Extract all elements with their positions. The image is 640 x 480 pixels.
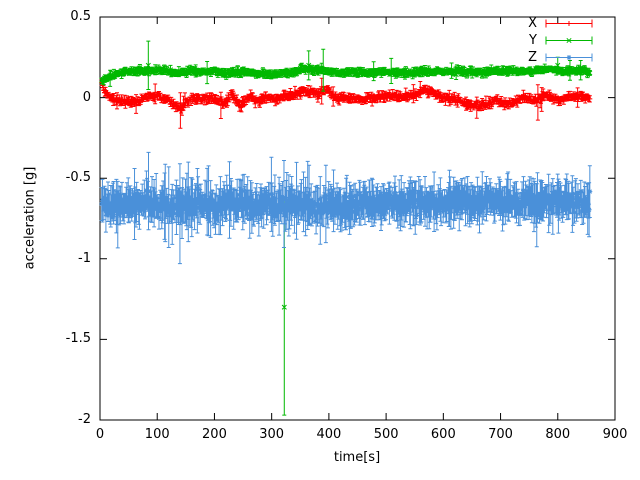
y-tick-label: 0.5 <box>70 9 91 24</box>
legend-label-y: Y <box>529 33 537 48</box>
y-tick-label: -1 <box>78 250 91 266</box>
legend-label-z: Z <box>528 50 537 65</box>
legend-item-y: Y <box>0 32 537 49</box>
y-tick-label: -2 <box>78 412 91 427</box>
x-tick-label: 700 <box>488 427 513 442</box>
x-tick-label: 900 <box>602 427 628 442</box>
x-tick-label: 600 <box>430 427 456 442</box>
legend-label-x: X <box>528 16 537 31</box>
x-tick-label: 400 <box>316 427 342 442</box>
x-tick-label: 200 <box>202 427 227 442</box>
x-axis-label: time[s] <box>333 450 381 465</box>
x-tick-label: 300 <box>259 427 285 442</box>
legend-item-z: Z <box>0 49 537 66</box>
legend: X Y Z <box>0 15 537 66</box>
y-tick-label: -1.5 <box>65 331 91 347</box>
x-tick-label: 100 <box>144 427 170 442</box>
x-tick-label: 500 <box>373 427 399 442</box>
legend-item-x: X <box>0 15 537 32</box>
x-tick-label: 0 <box>95 427 105 442</box>
y-tick-label: -0.5 <box>65 170 91 186</box>
y-tick-label: 0 <box>82 89 91 105</box>
x-tick-label: 800 <box>545 427 571 442</box>
